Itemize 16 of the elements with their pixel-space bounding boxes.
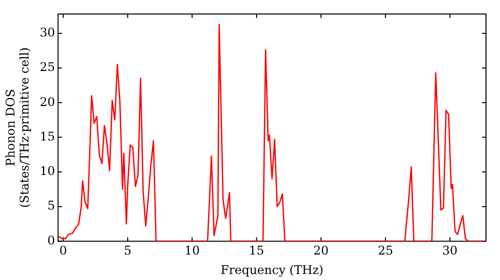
x-tick-label: 5 <box>124 244 132 258</box>
x-axis-title: Frequency (THz) <box>220 262 324 277</box>
y-tick-label: 5 <box>47 198 56 213</box>
x-tick-label: 20 <box>313 244 329 258</box>
x-tick-label: 25 <box>378 244 394 258</box>
x-tick-label: 15 <box>248 244 264 258</box>
y-tick-label: 25 <box>40 60 56 74</box>
y-axis-title: Phonon DOS (States/THz·primitive cell) <box>3 47 32 208</box>
x-tick-label: 10 <box>184 244 200 258</box>
y-tick-label: 30 <box>40 26 56 40</box>
y-tick-label: 0 <box>47 233 56 248</box>
x-tick-label: 0 <box>59 244 68 258</box>
y-tick-label: 10 <box>40 164 56 178</box>
x-tick-label: 30 <box>442 244 458 258</box>
y-tick-label: 20 <box>40 94 56 109</box>
y-tick-label: 15 <box>40 129 56 144</box>
